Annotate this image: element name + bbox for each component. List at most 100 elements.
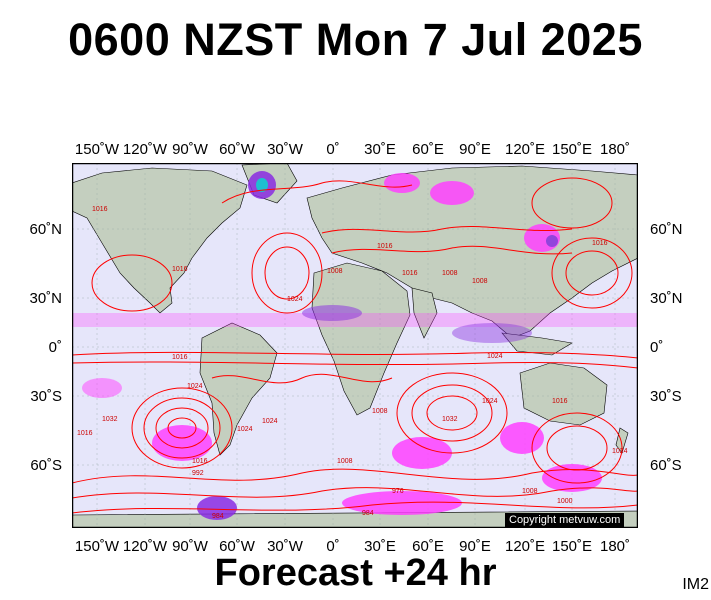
lon-label: 120˚E [504, 538, 546, 555]
lon-label: 30˚W [267, 141, 303, 158]
lat-label: 60˚S [30, 457, 62, 474]
chart-title: 0600 NZST Mon 7 Jul 2025 [68, 14, 643, 65]
isobars [72, 177, 638, 514]
isobar [531, 412, 623, 484]
copyright-notice: Copyright metvuw.com [505, 513, 625, 527]
lon-label: 120˚E [504, 141, 546, 158]
map-canvas: 1016 1016 1008 1016 1016 1024 1008 1016 … [72, 163, 638, 528]
lon-label: 0˚ [326, 141, 340, 158]
lon-label: 30˚W [267, 538, 303, 555]
lat-label: 30˚N [29, 290, 62, 307]
africa [311, 262, 411, 416]
isobar-label: 1000 [557, 498, 573, 505]
lon-label: 180˚ [599, 538, 631, 555]
isobar [264, 246, 310, 300]
isobar-label: 1024 [262, 418, 278, 425]
lat-label: 60˚N [29, 221, 62, 238]
isobar [143, 397, 221, 459]
lon-label: 30˚E [364, 141, 396, 158]
north-america [72, 167, 248, 314]
lon-label: 90˚W [172, 141, 208, 158]
isobar-label: 1024 [237, 426, 253, 433]
lat-label: 0˚ [48, 339, 62, 356]
isobar [72, 351, 638, 359]
isobar-label: 1008 [442, 270, 458, 277]
forecast-label: Forecast +24 hr [214, 552, 497, 594]
isobar [396, 372, 508, 454]
lon-label: 90˚W [172, 538, 208, 555]
maritime-sea [501, 332, 573, 356]
lon-label: 30˚E [364, 538, 396, 555]
isobar-labels: 1016 1016 1008 1016 1016 1024 1008 1016 … [77, 206, 628, 520]
isobar-label: 1024 [487, 353, 503, 360]
lat-label: 30˚S [650, 388, 682, 405]
precipitation [72, 171, 638, 520]
lon-label: 150˚W [74, 538, 120, 555]
lat-label: 0˚ [650, 339, 664, 356]
lon-label: 180˚ [599, 141, 631, 158]
isobar [251, 232, 323, 314]
isobar [211, 373, 393, 384]
map-frame [72, 163, 638, 528]
isobar [72, 468, 638, 484]
isobar [72, 487, 638, 499]
isobar [72, 501, 638, 514]
lon-label: 150˚E [551, 141, 593, 158]
isobar-label: 1016 [377, 243, 393, 250]
isobar-label: 1016 [172, 266, 188, 273]
isobar-label: 1016 [192, 458, 208, 465]
isobar [167, 417, 197, 439]
isobar [131, 387, 233, 469]
image-tag: IM2 [682, 576, 709, 593]
isobar [321, 225, 573, 234]
isobar [91, 254, 173, 312]
isobar-label: 984 [362, 510, 374, 517]
lon-label: 90˚E [459, 141, 491, 158]
isobar-label: 1016 [77, 430, 93, 437]
weather-map: 1016 1016 1008 1016 1016 1024 1008 1016 … [72, 163, 638, 528]
isobar-label: 992 [192, 470, 204, 477]
isobar [221, 180, 413, 204]
isobar-label: 976 [392, 488, 404, 495]
isobar [565, 250, 619, 296]
lat-label: 30˚N [650, 290, 683, 307]
lon-label: 60˚E [412, 538, 444, 555]
lon-label: 120˚W [122, 538, 168, 555]
isobar-label: 1024 [187, 383, 203, 390]
isobar [551, 237, 633, 309]
lat-label: 60˚N [650, 221, 683, 238]
isobar-label: 1008 [337, 458, 353, 465]
isobar-label: 1032 [102, 416, 118, 423]
isobar-label: 1016 [592, 240, 608, 247]
lon-label: 90˚E [459, 538, 491, 555]
isobar [411, 384, 493, 442]
eurasia [306, 165, 638, 339]
lat-label: 60˚S [650, 457, 682, 474]
isobar-label: 1008 [522, 488, 538, 495]
lon-label: 150˚W [74, 141, 120, 158]
isobar-label: 1016 [172, 354, 188, 361]
isobar-label: 1008 [372, 408, 388, 415]
lon-label: 0˚ [326, 538, 340, 555]
isobar [531, 177, 613, 229]
isobar-label: 1032 [442, 416, 458, 423]
lon-label: 60˚E [412, 141, 444, 158]
lon-label: 60˚W [219, 538, 255, 555]
isobar [426, 395, 478, 431]
lon-label: 60˚W [219, 141, 255, 158]
lon-label: 120˚W [122, 141, 168, 158]
isobar [331, 245, 573, 255]
lat-label: 30˚S [30, 388, 62, 405]
isobar [155, 407, 209, 449]
isobar-label: 1016 [552, 398, 568, 405]
isobar-label: 1024 [612, 448, 628, 455]
isobar-label: 1008 [327, 268, 343, 275]
isobar-label: 1008 [472, 278, 488, 285]
isobar-label: 1016 [92, 206, 108, 213]
isobar [72, 361, 638, 369]
land-masses [72, 163, 638, 528]
isobar-label: 1024 [287, 296, 303, 303]
india [411, 287, 438, 339]
isobar-label: 984 [212, 513, 224, 520]
isobar-label: 1024 [482, 398, 498, 405]
